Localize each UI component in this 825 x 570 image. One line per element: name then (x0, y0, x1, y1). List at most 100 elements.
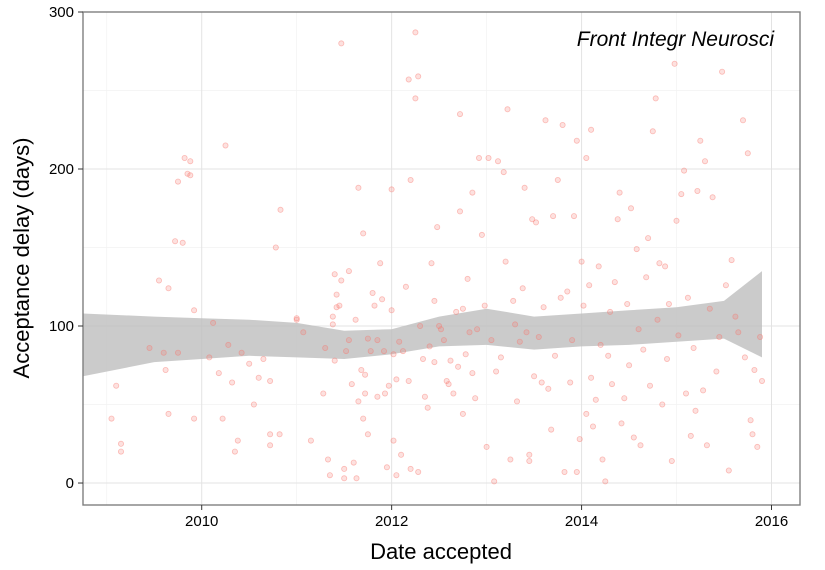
data-point (526, 457, 533, 464)
data-point (637, 442, 644, 449)
data-point (450, 390, 457, 397)
y-tick-label: 100 (49, 318, 74, 335)
data-point (554, 176, 561, 183)
data-point (381, 390, 388, 397)
data-point (599, 456, 606, 463)
data-point (611, 279, 618, 286)
data-point (681, 167, 688, 174)
y-tick-label: 0 (66, 475, 74, 492)
data-point (488, 337, 495, 344)
data-point (647, 382, 654, 389)
data-point (447, 357, 454, 364)
data-point (246, 360, 253, 367)
data-point (374, 393, 381, 400)
data-point (643, 274, 650, 281)
data-point (174, 349, 181, 356)
data-point (307, 437, 314, 444)
data-point (343, 348, 350, 355)
data-point (443, 377, 450, 384)
data-point (754, 443, 761, 450)
data-point (485, 154, 492, 161)
data-point (405, 76, 412, 83)
data-point (586, 282, 593, 289)
data-point (396, 338, 403, 345)
data-point (616, 189, 623, 196)
data-point (341, 475, 348, 482)
data-point (329, 313, 336, 320)
data-point (759, 377, 766, 384)
data-point (687, 432, 694, 439)
data-point (364, 431, 371, 438)
journal-annotation: Front Integr Neurosci (577, 28, 776, 51)
data-point (512, 321, 519, 328)
data-point (118, 440, 125, 447)
data-point (735, 329, 742, 336)
data-point (497, 354, 504, 361)
data-point (388, 307, 395, 314)
data-point (146, 344, 153, 351)
data-point (621, 395, 628, 402)
data-point (215, 370, 222, 377)
data-point (179, 239, 186, 246)
data-point (436, 322, 443, 329)
data-point (694, 187, 701, 194)
y-tick-label: 200 (49, 161, 74, 178)
data-point (607, 308, 614, 315)
data-point (300, 329, 307, 336)
data-point (398, 451, 405, 458)
data-point (255, 374, 262, 381)
data-point (588, 126, 595, 133)
data-point (719, 68, 726, 75)
data-point (385, 382, 392, 389)
data-point (550, 213, 557, 220)
data-point (165, 285, 172, 292)
data-point (474, 326, 481, 333)
data-point (578, 258, 585, 265)
data-point (362, 390, 369, 397)
data-point (415, 73, 422, 80)
data-point (155, 277, 162, 284)
data-point (662, 263, 669, 270)
data-point (706, 305, 713, 312)
data-point (225, 341, 232, 348)
data-point (732, 313, 739, 320)
data-point (426, 343, 433, 350)
data-point (675, 332, 682, 339)
data-point (388, 186, 395, 193)
data-point (324, 456, 331, 463)
data-point (405, 377, 412, 384)
data-point (160, 349, 167, 356)
data-point (118, 448, 125, 455)
data-point (703, 442, 710, 449)
y-tick-labels: 0 100 200 300 (49, 4, 74, 492)
data-point (481, 302, 488, 309)
data-point (191, 415, 198, 422)
data-point (390, 351, 397, 358)
data-point (590, 423, 597, 430)
data-point (583, 410, 590, 417)
data-point (583, 154, 590, 161)
data-point (402, 283, 409, 290)
data-point (231, 448, 238, 455)
data-point (597, 341, 604, 348)
data-point (348, 381, 355, 388)
data-point (478, 231, 485, 238)
data-points (108, 29, 766, 485)
data-point (602, 478, 609, 485)
data-point (640, 346, 647, 353)
data-point (725, 467, 732, 474)
data-point (533, 219, 540, 226)
data-point (206, 354, 213, 361)
data-point (523, 329, 530, 336)
data-point (573, 468, 580, 475)
data-point (628, 205, 635, 212)
data-point (276, 431, 283, 438)
data-point (635, 326, 642, 333)
data-point (333, 291, 340, 298)
data-point (445, 381, 452, 388)
data-point (421, 393, 428, 400)
data-point (673, 217, 680, 224)
data-point (747, 417, 754, 424)
data-point (519, 285, 526, 292)
data-point (355, 184, 362, 191)
